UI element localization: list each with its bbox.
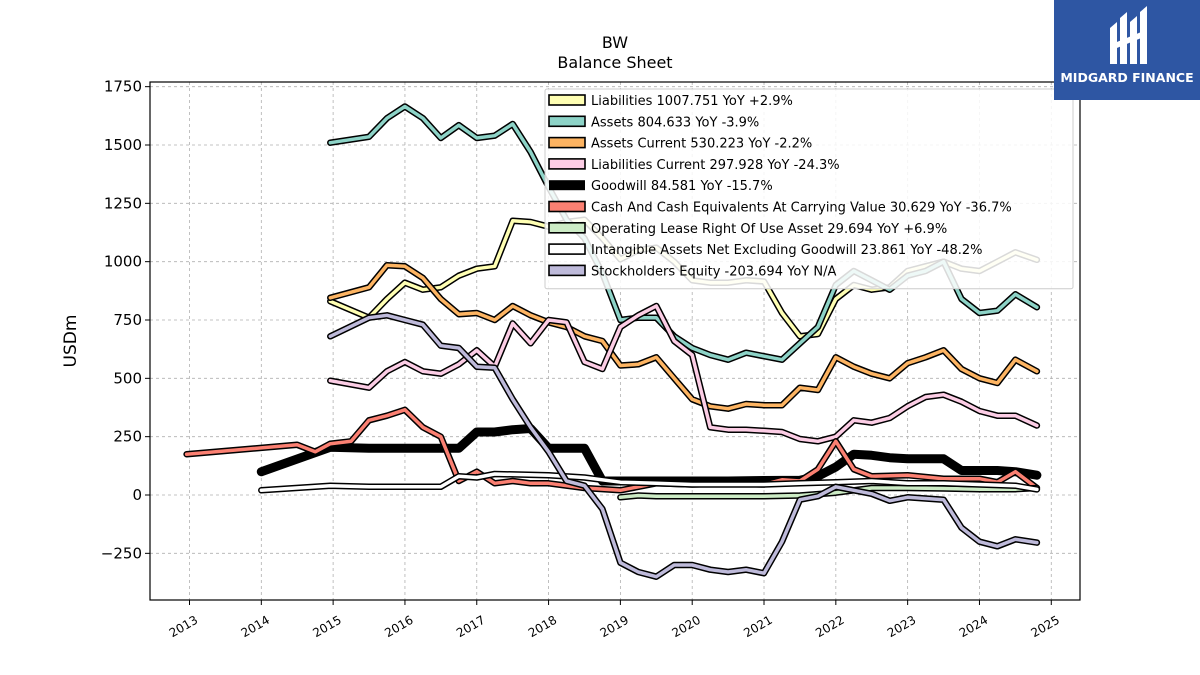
- x-tick-label: 2023: [885, 613, 918, 640]
- plot-frame: [149, 81, 1081, 601]
- series-liabilities-current: [327, 302, 1041, 445]
- legend-item: Intangible Assets Net Excluding Goodwill…: [548, 243, 982, 258]
- series-intangible-assets-net-excluding-goodwill: [258, 470, 1041, 494]
- legend-label: Goodwill 84.581 YoY -15.7%: [591, 179, 773, 194]
- chart-subtitle: Balance Sheet: [557, 53, 672, 72]
- midgard-finance-logo: MIDGARD FINANCE: [1054, 0, 1200, 100]
- series-stockholders-equity: [327, 312, 1041, 580]
- x-tick-label: 2025: [1029, 613, 1062, 640]
- legend-swatch: [548, 115, 586, 128]
- x-tick-label: 2024: [957, 613, 990, 640]
- y-tick-label: 1000: [104, 253, 142, 271]
- legend-swatch: [548, 243, 586, 255]
- x-tick-label: 2018: [526, 613, 559, 640]
- legend-item: Cash And Cash Equivalents At Carrying Va…: [548, 200, 1012, 216]
- x-tick-label: 2017: [454, 613, 487, 640]
- legend-item: Goodwill 84.581 YoY -15.7%: [549, 179, 773, 194]
- legend-item: Stockholders Equity -203.694 YoY N/A: [548, 264, 836, 279]
- chart-title: BW: [602, 33, 628, 52]
- series-line: [328, 263, 1039, 411]
- legend-label: Operating Lease Right Of Use Asset 29.69…: [591, 222, 947, 237]
- series-line: [328, 304, 1039, 444]
- x-axis: 2013 2014 2015 2016 2017 2018 2019 2020 2021 2022…: [167, 600, 1062, 640]
- legend-item: Operating Lease Right Of Use Asset 29.69…: [548, 222, 947, 237]
- logo-text: MIDGARD FINANCE: [1060, 70, 1194, 85]
- x-tick-label: 2015: [310, 613, 343, 640]
- series-cash-and-cash-equivalents-at-carrying-value: [183, 406, 1041, 494]
- y-tick-label: −250: [101, 544, 142, 562]
- legend-item: Assets Current 530.223 YoY -2.2%: [548, 136, 812, 152]
- logo-mark-icon: [1110, 6, 1147, 64]
- series-assets-current: [327, 261, 1041, 412]
- legend-label: Stockholders Equity -203.694 YoY N/A: [591, 264, 836, 279]
- legend-label: Liabilities 1007.751 YoY +2.9%: [591, 94, 793, 109]
- y-tick-label: 500: [113, 369, 142, 387]
- y-tick-label: 750: [113, 311, 142, 329]
- legend-swatch: [548, 264, 586, 277]
- series-line: [259, 472, 1039, 493]
- series-line: [256, 424, 1042, 486]
- legend: Liabilities 1007.751 YoY +2.9% Assets 804…: [544, 88, 1074, 290]
- legend-label: Intangible Assets Net Excluding Goodwill…: [591, 243, 982, 258]
- legend-label: Liabilities Current 297.928 YoY -24.3%: [591, 158, 840, 173]
- legend-swatch: [548, 94, 586, 106]
- y-axis: −250 0 250 500 750 1000 1250 1500 1750: [101, 78, 150, 562]
- legend-item: Liabilities 1007.751 YoY +2.9%: [548, 94, 793, 109]
- x-tick-label: 2021: [741, 613, 774, 640]
- y-tick-label: 1250: [104, 194, 142, 212]
- legend-swatch: [548, 158, 586, 170]
- legend-label: Cash And Cash Equivalents At Carrying Va…: [591, 201, 1012, 216]
- legend-item: Assets 804.633 YoY -3.9%: [548, 115, 759, 130]
- series-goodwill: [256, 424, 1042, 486]
- x-tick-label: 2016: [382, 613, 415, 640]
- y-tick-label: 1750: [104, 78, 142, 96]
- x-tick-label: 2014: [239, 613, 272, 640]
- y-tick-label: 250: [113, 428, 142, 446]
- series-line: [184, 408, 1039, 493]
- legend-swatch: [548, 136, 586, 149]
- legend-label: Assets Current 530.223 YoY -2.2%: [591, 137, 812, 152]
- x-tick-label: 2020: [669, 613, 702, 640]
- series-line: [328, 313, 1039, 579]
- legend-swatch: [548, 200, 586, 213]
- y-tick-label: 1500: [104, 136, 142, 154]
- legend-swatch: [548, 222, 586, 234]
- legend-box: [544, 88, 1074, 290]
- legend-label: Assets 804.633 YoY -3.9%: [591, 115, 759, 130]
- x-tick-label: 2019: [598, 613, 631, 640]
- x-tick-label: 2013: [167, 613, 200, 640]
- y-tick-label: 0: [132, 486, 142, 504]
- x-tick-label: 2022: [813, 613, 846, 640]
- y-axis-label: USDm: [61, 315, 81, 368]
- legend-item: Liabilities Current 297.928 YoY -24.3%: [548, 158, 840, 173]
- legend-swatch: [549, 180, 585, 191]
